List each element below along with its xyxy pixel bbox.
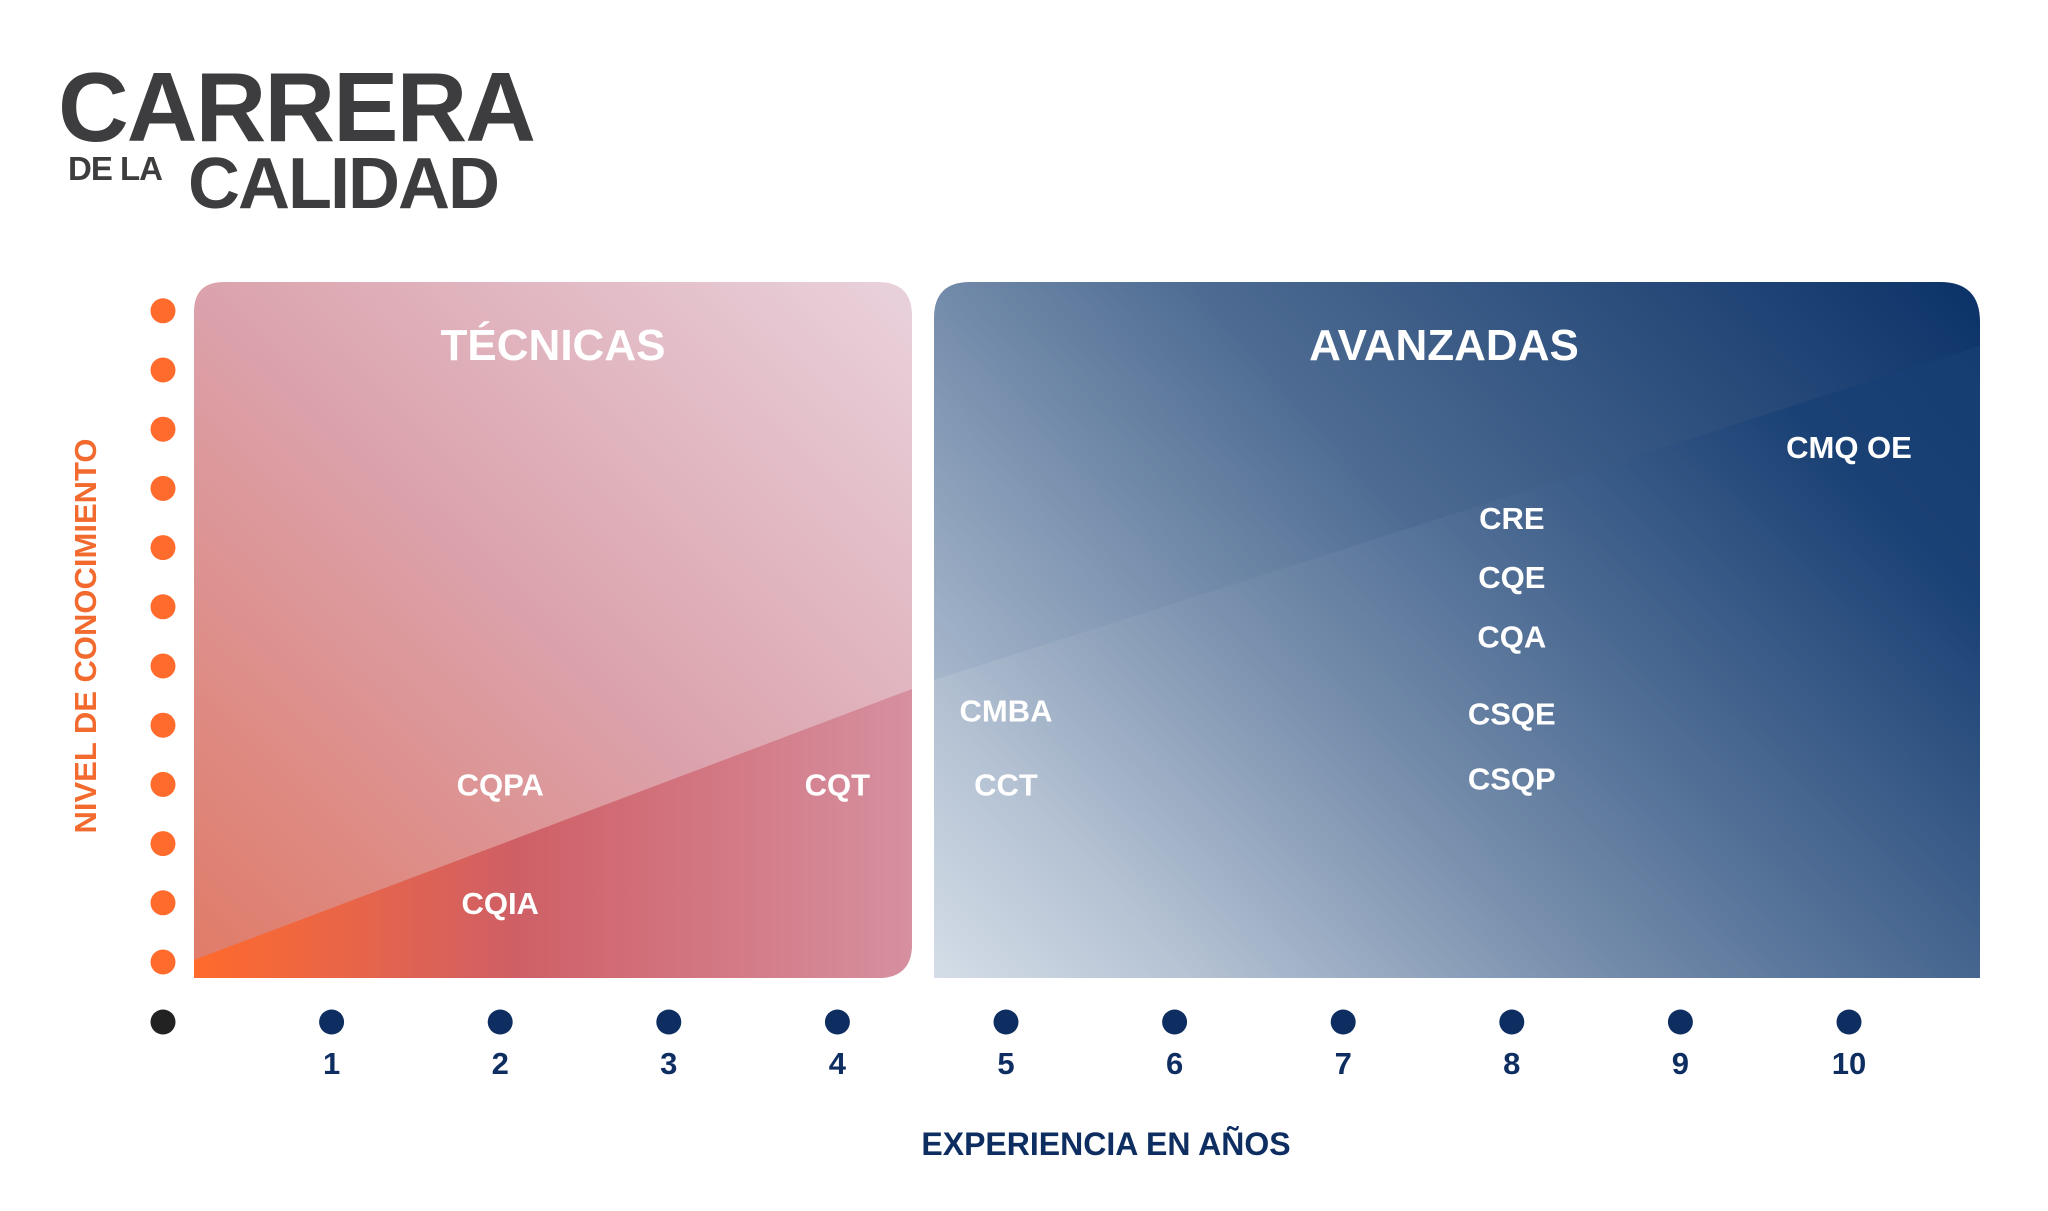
x-axis-dot xyxy=(1162,1009,1188,1035)
y-axis-dot xyxy=(150,357,176,383)
x-axis-dot xyxy=(1667,1009,1693,1035)
x-tick-label: 7 xyxy=(1335,1046,1352,1081)
y-axis-dot xyxy=(150,949,176,975)
cert-label-cqa: CQA xyxy=(1477,619,1546,654)
cert-label-cqpa: CQPA xyxy=(457,767,544,802)
cert-label-csqe: CSQE xyxy=(1468,696,1556,731)
x-axis-dots xyxy=(150,1009,1862,1035)
y-axis-dot xyxy=(150,653,176,679)
y-axis-label: NIVEL DE CONOCIMIENTO xyxy=(68,438,103,833)
y-axis-dot xyxy=(150,890,176,916)
title-de-la: DE LA xyxy=(68,150,163,187)
cert-label-cqt: CQT xyxy=(805,767,871,802)
y-axis-dot xyxy=(150,771,176,797)
x-tick-label: 6 xyxy=(1166,1046,1183,1081)
x-axis-dot xyxy=(656,1009,682,1035)
y-axis-dot xyxy=(150,475,176,501)
x-axis-dot xyxy=(487,1009,513,1035)
y-axis-dot xyxy=(150,594,176,620)
y-axis-dots xyxy=(150,298,176,975)
x-axis-dot xyxy=(319,1009,345,1035)
title-calidad: CALIDAD xyxy=(188,144,500,224)
x-axis-dot xyxy=(1836,1009,1862,1035)
title-carrera: CARRERA xyxy=(58,52,536,162)
panel-tecnicas-wedge xyxy=(194,689,912,978)
x-tick-label: 4 xyxy=(829,1046,847,1081)
origin-dot xyxy=(150,1009,176,1035)
cert-label-cmba: CMBA xyxy=(960,693,1053,728)
y-axis-dot xyxy=(150,712,176,738)
cert-label-cmq-oe: CMQ OE xyxy=(1786,430,1912,465)
cert-label-cqia: CQIA xyxy=(461,886,539,921)
x-axis-dot xyxy=(1330,1009,1356,1035)
x-tick-label: 8 xyxy=(1503,1046,1520,1081)
y-axis-dot xyxy=(150,831,176,857)
cert-label-cre: CRE xyxy=(1479,501,1544,536)
cert-label-cqe: CQE xyxy=(1478,560,1545,595)
x-tick-label: 9 xyxy=(1672,1046,1689,1081)
x-axis-dot xyxy=(1499,1009,1525,1035)
x-tick-label: 2 xyxy=(492,1046,509,1081)
x-axis-label: EXPERIENCIA EN AÑOS xyxy=(921,1126,1290,1162)
x-tick-label: 1 xyxy=(323,1046,340,1081)
cert-label-csqp: CSQP xyxy=(1468,761,1556,796)
panel-avanzadas-wedge xyxy=(934,346,1980,978)
y-axis-dot xyxy=(150,298,176,324)
y-axis-dot xyxy=(150,416,176,442)
panel-avanzadas: AVANZADAS xyxy=(934,282,1980,978)
panel-tecnicas-title: TÉCNICAS xyxy=(441,320,666,370)
x-axis-ticks: 1 2 3 4 5 6 7 8 9 10 xyxy=(323,1046,1866,1081)
certification-labels: CQPA CQIA CQT CMBA CCT CRE CQE CQA CSQE CSQP CMQ O… xyxy=(457,430,1912,921)
x-tick-label: 3 xyxy=(660,1046,677,1081)
cert-label-cct: CCT xyxy=(974,767,1038,802)
x-tick-label: 5 xyxy=(997,1046,1014,1081)
y-axis-dot xyxy=(150,535,176,561)
x-tick-label: 10 xyxy=(1832,1046,1866,1081)
x-axis-dot xyxy=(824,1009,850,1035)
x-axis-dot xyxy=(993,1009,1019,1035)
panel-avanzadas-title: AVANZADAS xyxy=(1309,321,1579,370)
panel-tecnicas: TÉCNICAS xyxy=(194,282,912,978)
